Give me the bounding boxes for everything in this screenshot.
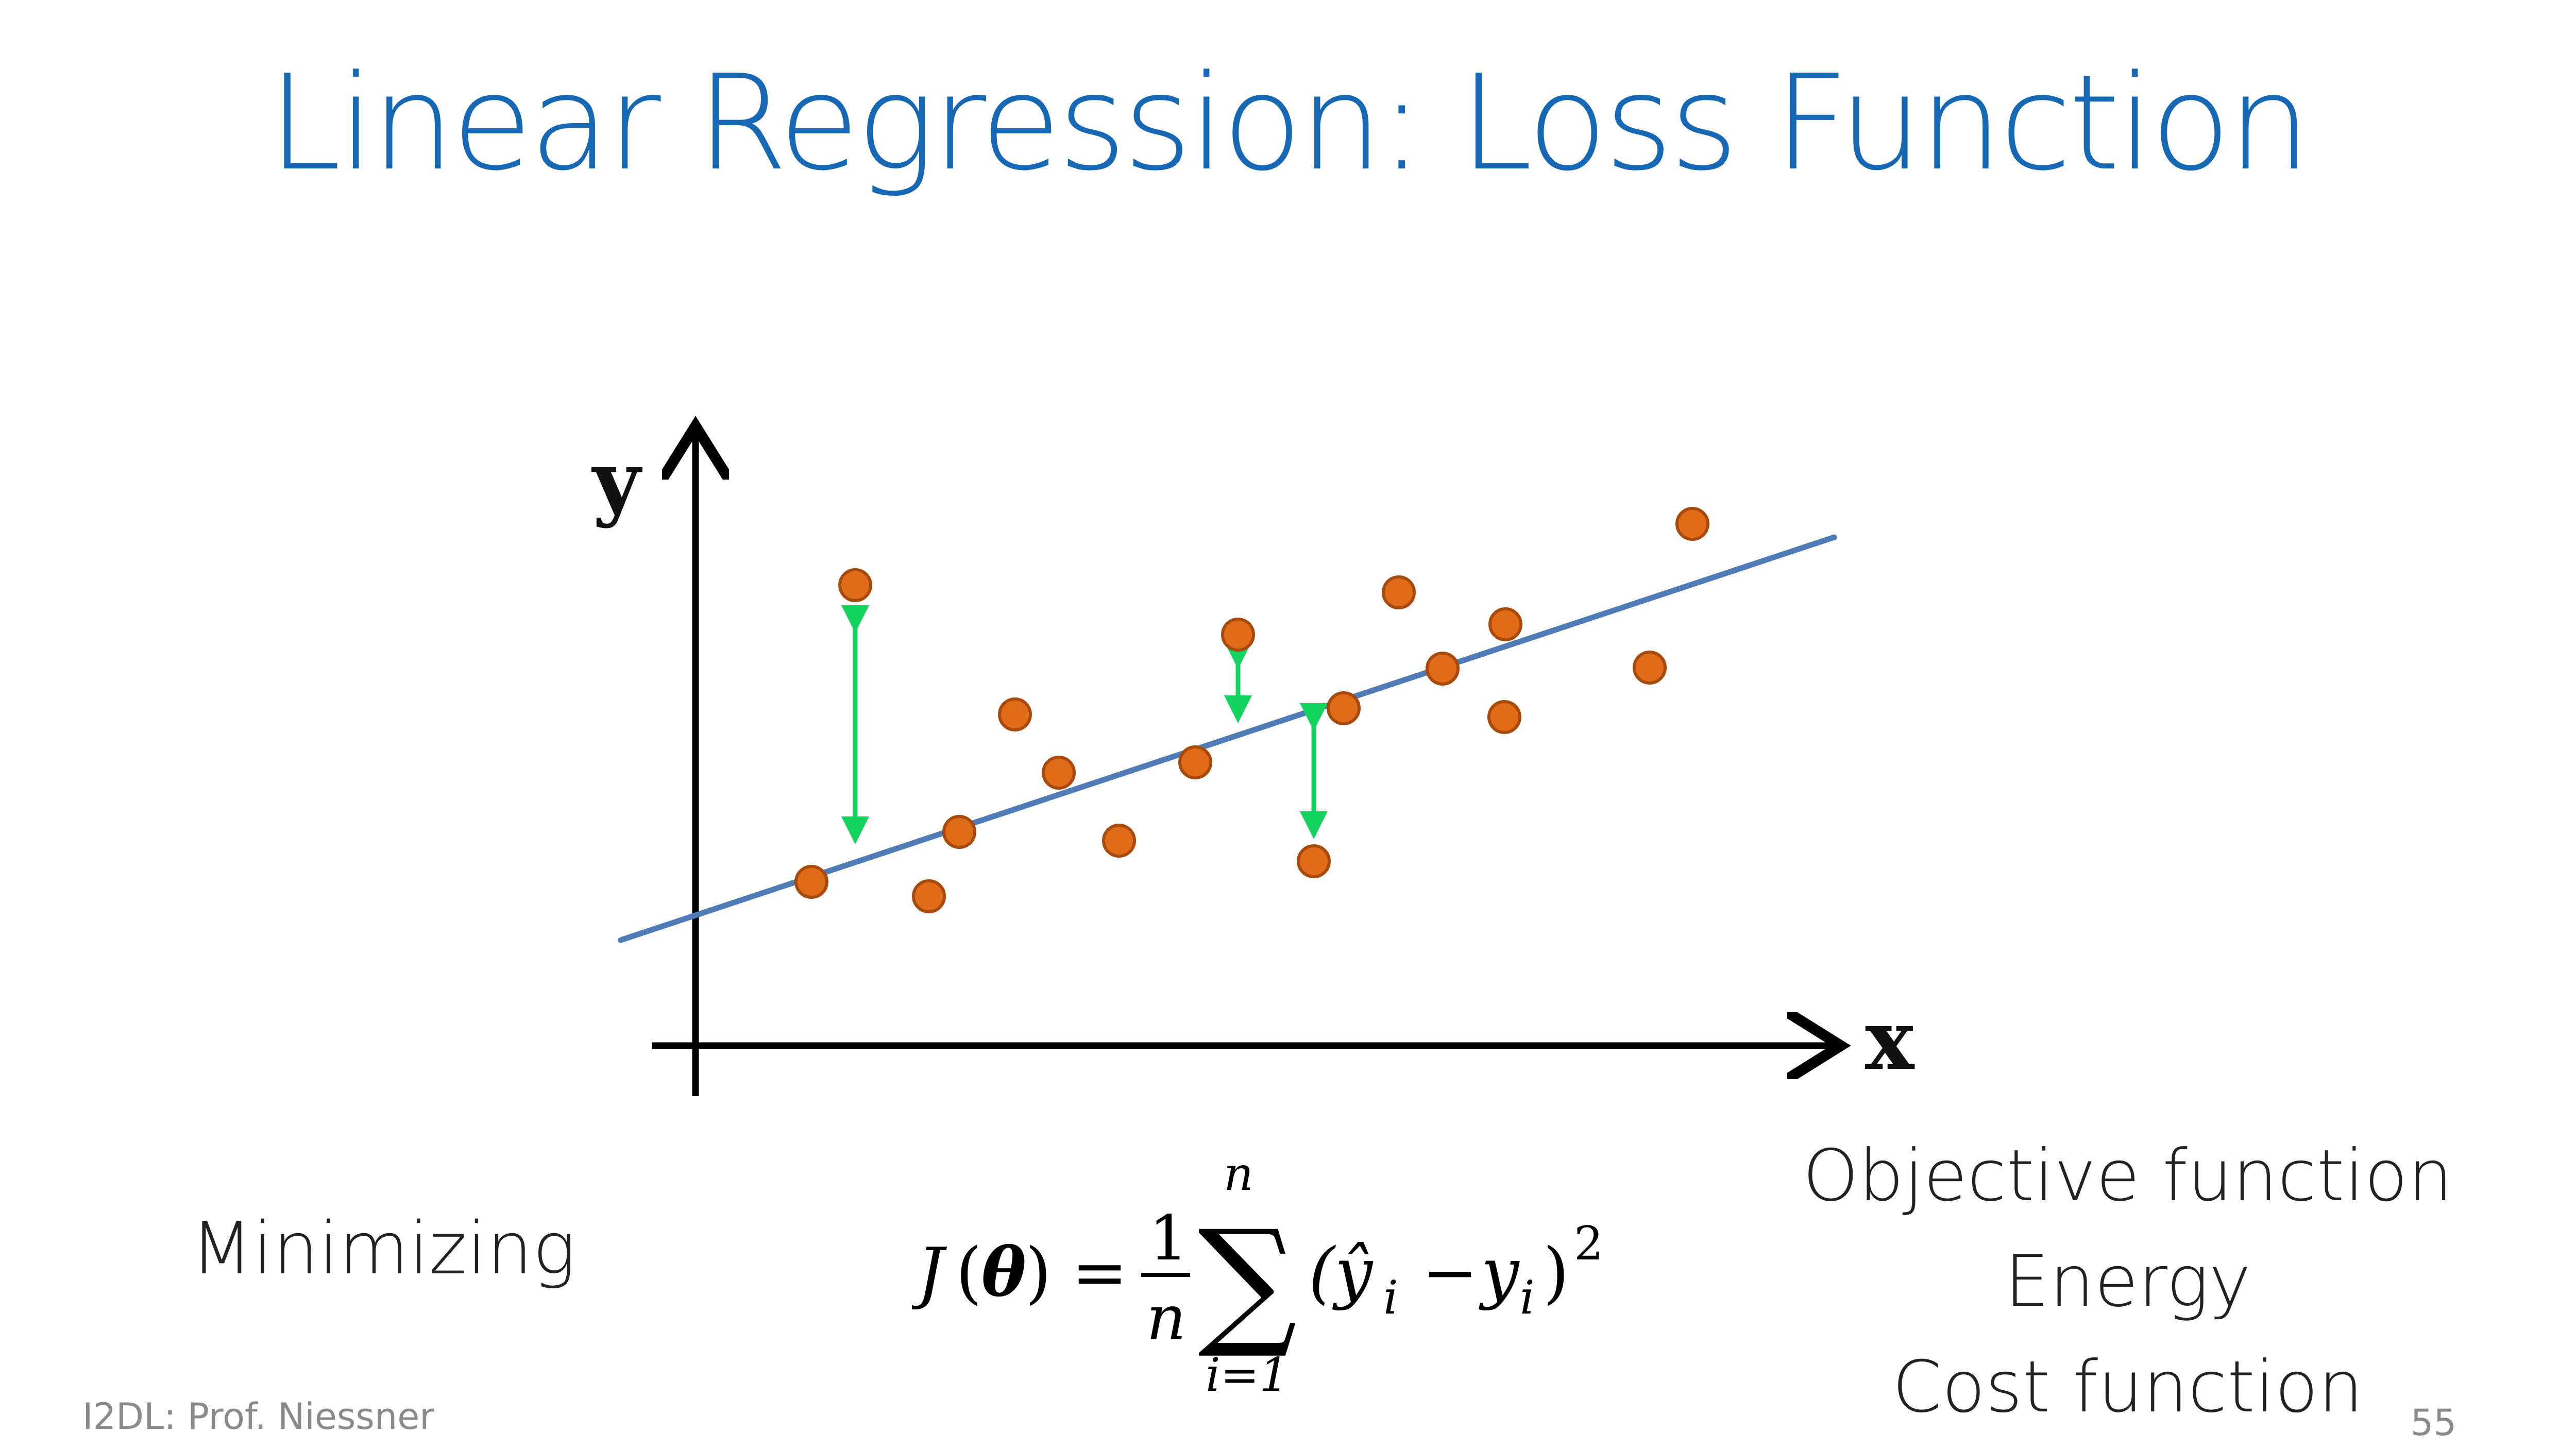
data-point [1382,575,1416,609]
data-point [1487,700,1521,734]
formula-paren-open: ( [956,1233,982,1311]
formula-equals: = [1072,1233,1128,1311]
alternative-name: Cost function [1892,1345,2364,1428]
data-point [1327,691,1361,725]
data-point [998,697,1032,731]
formula-fn: J [912,1233,947,1311]
formula-paren-close-2: ) [1543,1233,1569,1311]
formula-sum-lower: i=1 [1206,1348,1289,1402]
y-axis-label: y [591,433,642,530]
formula-exponent: 2 [1574,1217,1603,1271]
formula-param: θ [981,1233,1026,1311]
alternative-name: Energy [2004,1240,2251,1323]
data-point [1042,756,1076,790]
page-number: 55 [2410,1402,2456,1444]
formula-sum-symbol: ∑ [1198,1200,1297,1362]
data-point [1297,844,1331,878]
slide-title: Linear Regression: Loss Function [268,47,2311,200]
data-point [794,865,828,899]
footer-course: I2DL: Prof. Niessner [82,1395,435,1438]
minimizing-label: Minimizing [191,1207,576,1291]
data-point [1221,618,1255,652]
data-point [942,815,976,849]
data-point [1178,745,1212,779]
formula-frac-den: n [1146,1283,1186,1354]
data-points [794,507,1709,913]
data-point [912,879,946,913]
loss-formula: J ( θ ) = 1 n n ∑ i=1 (ŷ i − y i ) 2 [912,1149,1603,1402]
alternative-name: Objective function [1803,1134,2453,1217]
formula-sum-upper: n [1224,1149,1253,1201]
formula-frac-num: 1 [1149,1203,1188,1274]
formula-y: y [1479,1233,1520,1311]
data-point [1675,507,1709,541]
formula-minus: − [1422,1233,1478,1311]
data-point [1488,607,1522,641]
formula-sub-i2: i [1520,1271,1535,1325]
alternative-names-list: Objective function Energy Cost function [1772,1123,2483,1440]
data-point [1102,824,1136,858]
x-axis-label: x [1865,992,1915,1088]
data-point [1426,652,1460,686]
data-point [838,568,872,602]
formula-sub-i: i [1383,1271,1398,1325]
data-point [1633,651,1667,685]
formula-term-yhat: (ŷ [1309,1233,1374,1311]
formula-paren-close: ) [1025,1233,1052,1311]
